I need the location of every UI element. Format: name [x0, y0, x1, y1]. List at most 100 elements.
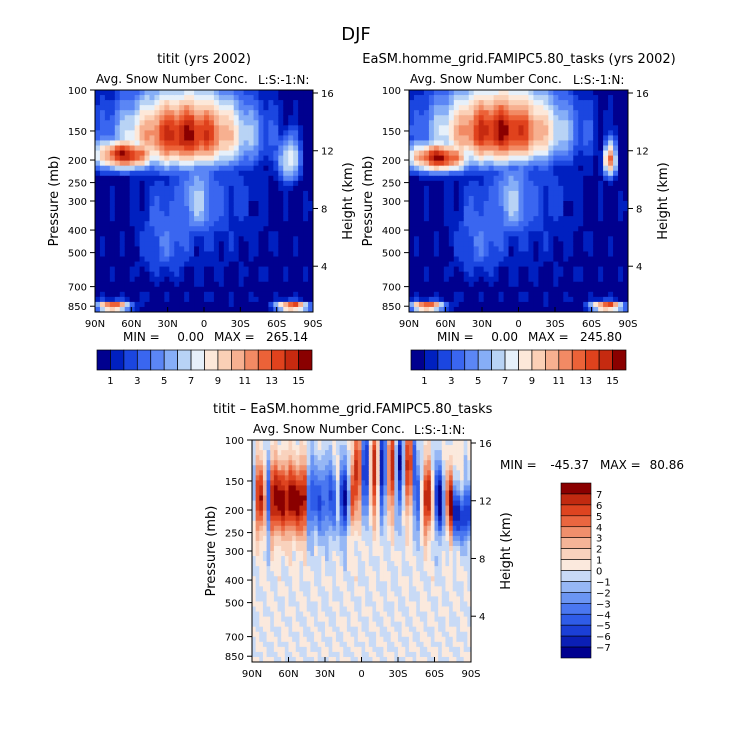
heatmap-cell	[603, 226, 609, 232]
heatmap-cell	[295, 556, 301, 562]
heatmap-cell	[321, 576, 326, 582]
colorbar-swatch	[504, 349, 519, 371]
heatmap-cell	[263, 206, 269, 212]
heatmap-cell	[303, 236, 309, 242]
heatmap-cell	[114, 201, 121, 207]
heatmap-cell	[543, 115, 549, 121]
heatmap-cell	[262, 616, 268, 623]
heatmap-cell	[258, 180, 265, 187]
heatmap-cell	[258, 165, 265, 172]
heatmap-cell	[277, 576, 282, 582]
heatmap-cell	[124, 261, 131, 268]
heatmap-cell	[513, 291, 520, 298]
heatmap-cell	[438, 281, 445, 288]
heatmap-cell	[448, 226, 455, 232]
heatmap-cell	[278, 190, 284, 197]
heatmap-cell	[228, 180, 235, 187]
heatmap-cell	[438, 105, 445, 111]
heatmap-cell	[608, 195, 614, 202]
panel-2-min-value: 0.00	[491, 330, 518, 344]
heatmap-cell	[568, 236, 574, 242]
heatmap-cell	[208, 135, 215, 142]
heatmap-cell	[463, 211, 470, 217]
heatmap-cell	[288, 226, 294, 232]
heatmap-cell	[149, 281, 156, 288]
heatmap-cell	[433, 110, 440, 116]
heatmap-cell	[423, 221, 430, 227]
heatmap-cell	[124, 180, 131, 187]
heatmap-cell	[154, 100, 160, 106]
heatmap-cell	[303, 195, 309, 202]
heatmap-cell	[578, 135, 584, 142]
heatmap-cell	[255, 510, 260, 517]
heatmap-cell	[270, 656, 275, 662]
heatmap-cell	[518, 246, 525, 253]
heatmap-cell	[409, 90, 415, 96]
heatmap-cell	[603, 286, 609, 293]
heatmap-cell	[299, 586, 304, 592]
colorbar-swatch	[110, 349, 125, 371]
heatmap-cell	[223, 266, 230, 273]
heatmap-cell	[493, 110, 500, 116]
heatmap-cell	[208, 231, 215, 237]
heatmap-cell	[104, 130, 111, 137]
heatmap-cell	[317, 571, 322, 577]
heatmap-cell	[273, 135, 279, 142]
heatmap-cell	[278, 266, 284, 273]
heatmap-cell	[295, 480, 301, 487]
heatmap-cell	[303, 581, 308, 587]
heatmap-cell	[321, 475, 326, 481]
heatmap-cell	[325, 641, 330, 648]
heatmap-cell	[458, 95, 465, 101]
heatmap-cell	[568, 170, 574, 177]
heatmap-cell	[179, 160, 185, 167]
heatmap-cell	[159, 276, 165, 283]
heatmap-cell	[314, 540, 319, 547]
heatmap-cell	[503, 150, 510, 157]
heatmap-cell	[299, 480, 304, 487]
heatmap-cell	[553, 241, 559, 248]
heatmap-cell	[303, 130, 309, 137]
heatmap-cell	[223, 241, 230, 248]
heatmap-cell	[213, 256, 220, 263]
heatmap-cell	[268, 211, 274, 217]
heatmap-cell	[208, 251, 215, 258]
heatmap-cell	[258, 90, 265, 96]
heatmap-cell	[498, 301, 505, 308]
heatmap-cell	[458, 125, 465, 131]
heatmap-cell	[164, 301, 170, 308]
heatmap-cell	[493, 140, 500, 147]
heatmap-cell	[248, 110, 255, 116]
heatmap-cell	[199, 256, 205, 263]
heatmap-cell	[223, 185, 230, 192]
heatmap-cell	[284, 576, 290, 582]
heatmap-cell	[293, 291, 299, 298]
heatmap-cell	[109, 125, 116, 131]
heatmap-cell	[288, 450, 293, 456]
heatmap-cell	[273, 246, 279, 253]
heatmap-cell	[303, 251, 309, 258]
heatmap-cell	[553, 256, 559, 263]
heatmap-cell	[278, 261, 284, 268]
heatmap-cell	[114, 180, 121, 187]
heatmap-cell	[104, 221, 111, 227]
heatmap-cell	[553, 226, 559, 232]
heatmap-cell	[314, 606, 319, 613]
heatmap-cell	[149, 246, 156, 253]
heatmap-cell	[518, 175, 525, 182]
heatmap-cell	[253, 221, 260, 227]
heatmap-cell	[493, 241, 500, 248]
heatmap-cell	[266, 445, 271, 451]
heatmap-cell	[208, 155, 215, 162]
heatmap-cell	[283, 140, 289, 147]
heatmap-cell	[306, 566, 311, 572]
heatmap-cell	[194, 251, 200, 258]
heatmap-cell	[308, 125, 313, 131]
heatmap-cell	[283, 150, 289, 157]
heatmap-cell	[503, 175, 510, 182]
heatmap-cell	[533, 216, 540, 222]
heatmap-cell	[159, 266, 165, 273]
heatmap-cell	[263, 180, 269, 187]
heatmap-cell	[119, 155, 126, 162]
heatmap-cell	[268, 195, 274, 202]
